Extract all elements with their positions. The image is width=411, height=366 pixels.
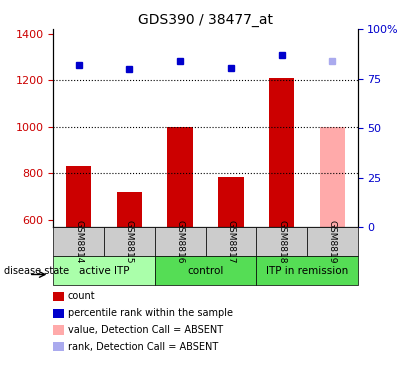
Text: rank, Detection Call = ABSENT: rank, Detection Call = ABSENT	[68, 341, 218, 352]
FancyBboxPatch shape	[206, 227, 256, 256]
Title: GDS390 / 38477_at: GDS390 / 38477_at	[138, 13, 273, 27]
Bar	[66, 167, 91, 227]
Text: GSM8816: GSM8816	[175, 220, 185, 263]
FancyBboxPatch shape	[53, 256, 155, 285]
Text: count: count	[68, 291, 95, 301]
Bar	[269, 78, 294, 227]
FancyBboxPatch shape	[256, 227, 307, 256]
Text: GSM8817: GSM8817	[226, 220, 236, 263]
Text: GSM8815: GSM8815	[125, 220, 134, 263]
Bar	[218, 177, 243, 227]
Bar	[117, 192, 142, 227]
Text: disease state: disease state	[4, 266, 69, 276]
Bar	[319, 127, 345, 227]
Text: GSM8819: GSM8819	[328, 220, 337, 263]
FancyBboxPatch shape	[155, 256, 256, 285]
FancyBboxPatch shape	[155, 227, 206, 256]
Text: GSM8818: GSM8818	[277, 220, 286, 263]
FancyBboxPatch shape	[53, 227, 104, 256]
Text: value, Detection Call = ABSENT: value, Detection Call = ABSENT	[68, 325, 223, 335]
Bar	[168, 127, 193, 227]
Text: percentile rank within the sample: percentile rank within the sample	[68, 308, 233, 318]
FancyBboxPatch shape	[104, 227, 155, 256]
Text: GSM8814: GSM8814	[74, 220, 83, 263]
FancyBboxPatch shape	[256, 256, 358, 285]
Text: active ITP: active ITP	[79, 266, 129, 276]
FancyBboxPatch shape	[307, 227, 358, 256]
Text: ITP in remission: ITP in remission	[266, 266, 348, 276]
Text: control: control	[187, 266, 224, 276]
